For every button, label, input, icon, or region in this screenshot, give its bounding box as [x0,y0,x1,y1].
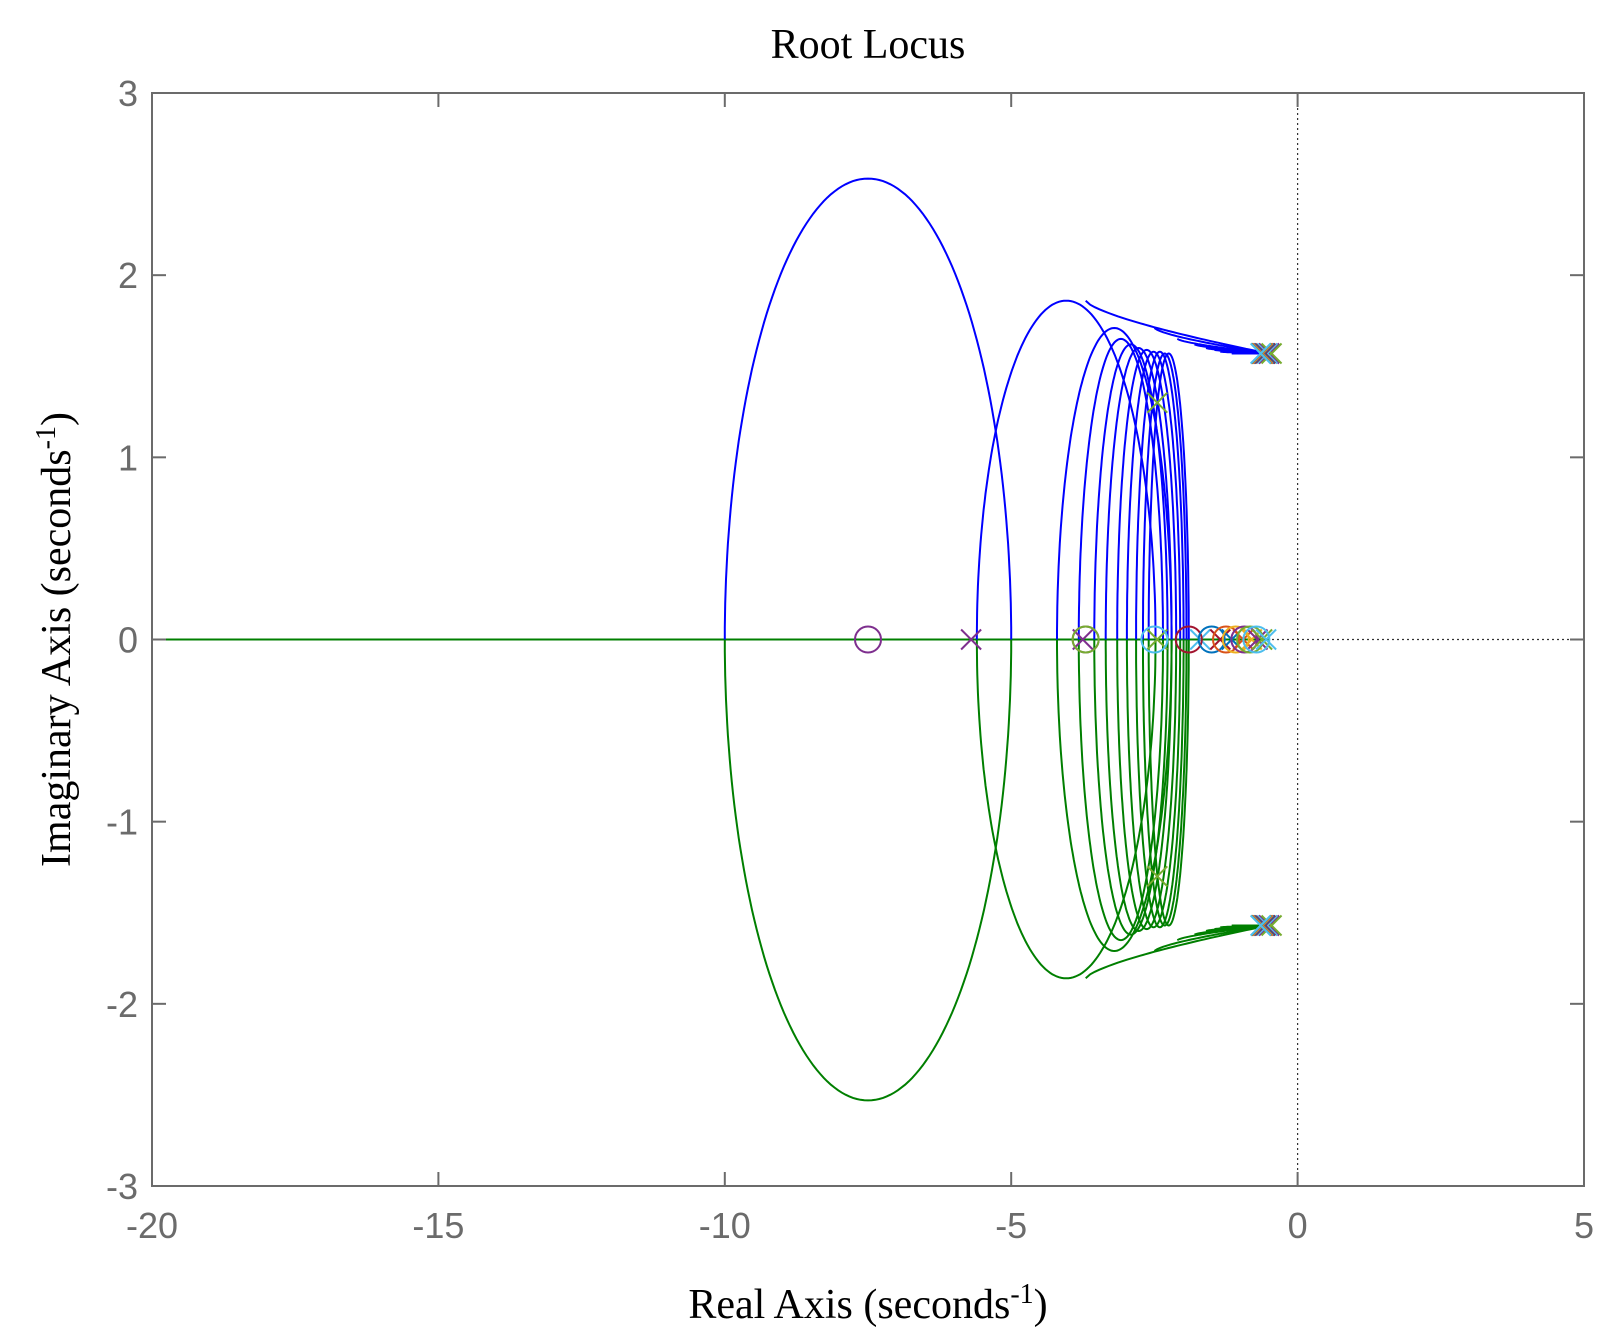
locus-lower-loop [1116,639,1178,931]
locus-upper-loop [1116,348,1178,640]
pole-marker-upper [1258,342,1280,365]
y-tick-label: 0 [118,620,138,661]
zero-marker [1197,625,1226,654]
locus-curves [152,177,1270,1102]
pole-marker-real [1072,628,1094,651]
locus-lower-loop [1056,639,1173,953]
locus-upper-loop [723,177,1013,640]
y-axis-label-sup: -1 [31,426,62,449]
locus-upper-loop [1141,352,1188,640]
pole-marker-real [1246,628,1269,651]
locus-upper-loop [1125,350,1182,640]
locus-lower-loop [1147,639,1190,927]
locus-upper-loop [1077,337,1164,640]
x-tick-label: -20 [126,1205,178,1246]
locus-lower-loop [975,639,1157,980]
pole-marker-real [1146,628,1168,651]
zero-marker [1174,625,1203,654]
locus-upper-loop [1104,346,1173,640]
y-tick-label: 3 [118,73,138,114]
locus-lower-loop [723,639,1013,1102]
zero-marker [1071,625,1100,654]
zero-marker [1140,625,1169,654]
pole-marker-real [1189,628,1211,651]
pole-marker-real [1251,628,1273,651]
y-tick-label: 2 [118,255,138,296]
pole-marker-real [1255,628,1277,651]
zero-marker [1212,625,1240,654]
locus-upper-loop [1135,350,1185,640]
locus-lower-loop [1077,639,1164,942]
locus-lower-loop [1125,639,1182,929]
locus-upper-loop [1093,343,1169,640]
locus-upper-loop [975,299,1157,640]
y-axis-label-main: Imaginary Axis (seconds [34,449,80,867]
pole-marker-lower [1256,914,1278,937]
pole-marker-lower [1258,914,1280,937]
chart-title: Root Locus [771,22,966,68]
pole-marker-mid [1146,865,1168,888]
x-axis-label-end: ) [1034,1282,1048,1328]
pole-marker-upper [1249,342,1272,365]
zero-marker [1221,625,1250,654]
x-tick-label: -5 [995,1205,1027,1246]
locus-lower-tail [1085,924,1270,980]
x-tick-label: -15 [412,1205,464,1246]
locus-lower-loop [1093,639,1169,936]
x-axis-ticks: -20 -15 -10 -5 0 5 [126,93,1594,1246]
pole-marker-lower [1249,914,1272,937]
pole-marker-mid [1146,391,1168,414]
x-tick-label: -10 [699,1205,751,1246]
x-tick-label: 5 [1574,1205,1594,1246]
x-axis-label-main: Real Axis (seconds [688,1282,1010,1328]
locus-lower-loop [1135,639,1185,929]
x-axis-label: Real Axis (seconds-1) [688,1279,1047,1329]
x-axis-label-sup: -1 [1010,1279,1033,1310]
y-tick-label: 1 [118,437,138,478]
zero-marker [854,625,882,654]
pole-marker-real [960,628,982,651]
pole-marker-lower [1260,914,1283,937]
locus-upper-loop [1056,326,1173,640]
locus-lower-loop [1104,639,1173,933]
pole-marker-upper [1260,342,1283,365]
y-tick-label: -3 [106,1166,138,1207]
x-tick-label: 0 [1288,1205,1308,1246]
pole-marker-real [1209,628,1231,651]
y-axis-ticks: -3 -2 -1 0 1 2 3 [106,73,1584,1207]
y-tick-label: -2 [106,984,138,1025]
y-tick-label: -1 [106,802,138,843]
y-axis-label-end: ) [34,412,80,426]
locus-lower-loop [1141,639,1188,927]
zero-marker [1242,625,1271,654]
locus-upper-loop [1147,352,1190,640]
pole-zero-markers [854,342,1283,937]
y-axis-label: Imaginary Axis (seconds-1) [31,412,81,867]
locus-upper-tail [1085,299,1270,355]
pole-marker-upper [1256,342,1278,365]
